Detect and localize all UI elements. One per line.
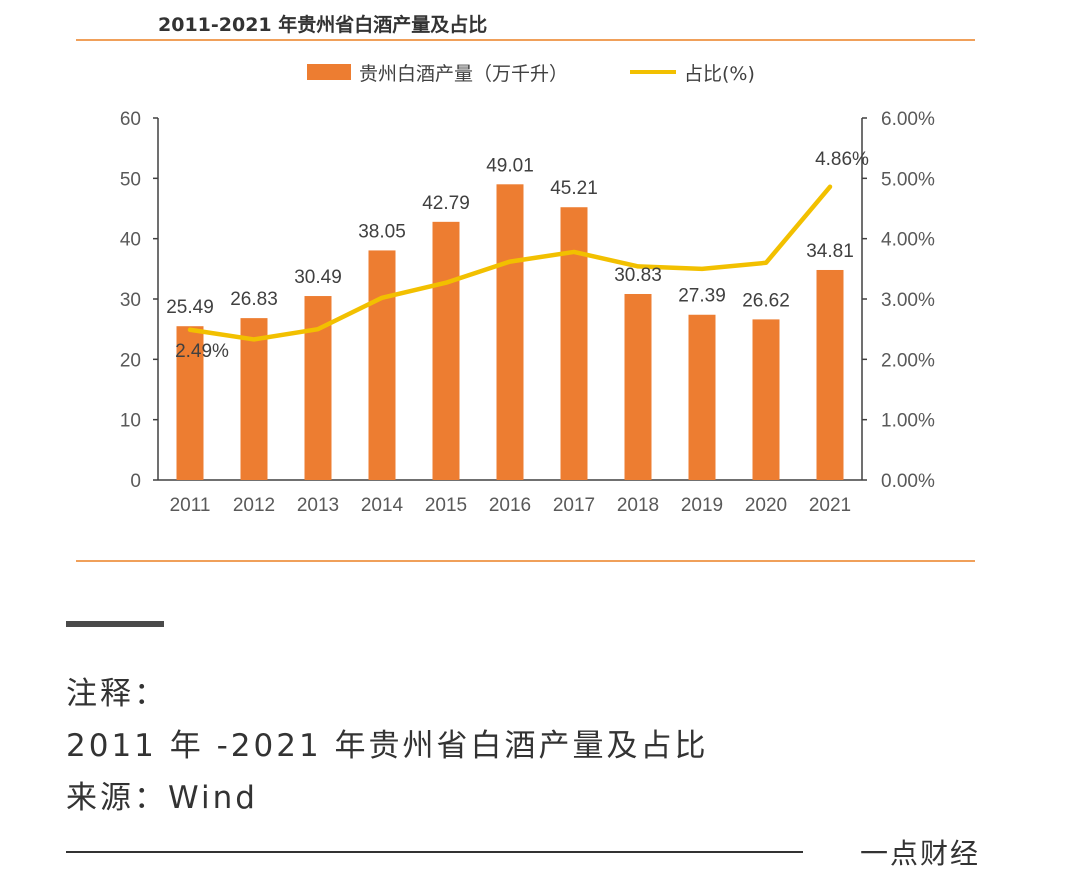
legend: 贵州白酒产量（万千升） 占比(%) <box>307 63 755 85</box>
bar <box>240 318 268 480</box>
bar <box>176 326 204 480</box>
y-left-tick-label: 40 <box>120 230 141 251</box>
y-right-tick-label: 0.00% <box>881 471 935 492</box>
y-left-tick-label: 20 <box>120 350 141 371</box>
footer-rule <box>66 851 803 853</box>
x-tick-label: 2016 <box>489 495 531 516</box>
bar <box>816 269 844 480</box>
bar-data-label: 25.49 <box>166 297 214 318</box>
bar-data-label: 49.01 <box>486 155 534 176</box>
line-series <box>187 184 833 342</box>
note-accent-bar <box>66 621 164 627</box>
x-tick-label: 2018 <box>617 495 659 516</box>
legend-label-line: 占比(%) <box>684 63 755 85</box>
y-left-tick-label: 30 <box>120 290 141 311</box>
x-tick-label: 2017 <box>553 495 595 516</box>
y-left-tick-label: 60 <box>120 109 141 130</box>
x-tick-label: 2015 <box>425 495 467 516</box>
bar-data-label: 42.79 <box>422 193 470 214</box>
legend-label-bar: 贵州白酒产量（万千升） <box>359 63 568 85</box>
y-right-tick-label: 6.00% <box>881 109 935 130</box>
legend-swatch-bar <box>307 64 351 80</box>
bar-data-label: 26.62 <box>742 290 790 311</box>
bar <box>624 293 652 480</box>
y-right-tick-label: 4.00% <box>881 230 935 251</box>
chart-title: 2011-2021 年贵州省白酒产量及占比 <box>158 14 488 36</box>
bar-data-label: 27.39 <box>678 286 726 307</box>
brand-label: 一点财经 <box>860 837 981 870</box>
note-heading: 注释： <box>66 676 168 712</box>
bars <box>176 184 844 480</box>
bar <box>752 319 780 480</box>
bar-data-label: 30.49 <box>294 267 342 288</box>
bar <box>496 184 524 480</box>
bar-data-label: 34.81 <box>806 241 854 262</box>
note-source: 来源：Wind <box>66 780 258 816</box>
x-tick-label: 2019 <box>681 495 723 516</box>
bar <box>560 207 588 480</box>
y-right-tick-label: 2.00% <box>881 350 935 371</box>
y-left-tick-label: 50 <box>120 169 141 190</box>
chart-svg: 贵州白酒产量（万千升） 占比(%) 0 10 20 30 40 50 60 0.00% 1.00%… <box>76 39 975 562</box>
bar <box>368 250 396 480</box>
bar-data-label: 30.83 <box>614 265 662 286</box>
x-tick-label: 2020 <box>745 495 787 516</box>
line-data-label: 4.86% <box>815 149 869 170</box>
note-line-1: 2011 年 -2021 年贵州省白酒产量及占比 <box>66 728 709 764</box>
x-tick-label: 2021 <box>809 495 851 516</box>
y-right-tick-label: 3.00% <box>881 290 935 311</box>
line-data-label: 2.49% <box>175 341 229 362</box>
x-tick-label: 2013 <box>297 495 339 516</box>
bar-data-label: 45.21 <box>550 178 598 199</box>
x-tick-label: 2012 <box>233 495 275 516</box>
y-left-tick-label: 10 <box>120 411 141 432</box>
bar-data-label: 38.05 <box>358 221 406 242</box>
x-tick-label: 2014 <box>361 495 404 516</box>
bar <box>432 221 460 480</box>
y-right-tick-label: 5.00% <box>881 169 935 190</box>
data-labels: 25.49 26.83 30.49 38.05 42.79 49.01 45.21 30.83… <box>166 149 869 362</box>
bar-data-label: 26.83 <box>230 289 278 310</box>
x-tick-label: 2011 <box>170 495 211 516</box>
bar <box>688 314 716 480</box>
y-left-tick-label: 0 <box>130 471 141 492</box>
y-right-tick-label: 1.00% <box>881 411 935 432</box>
